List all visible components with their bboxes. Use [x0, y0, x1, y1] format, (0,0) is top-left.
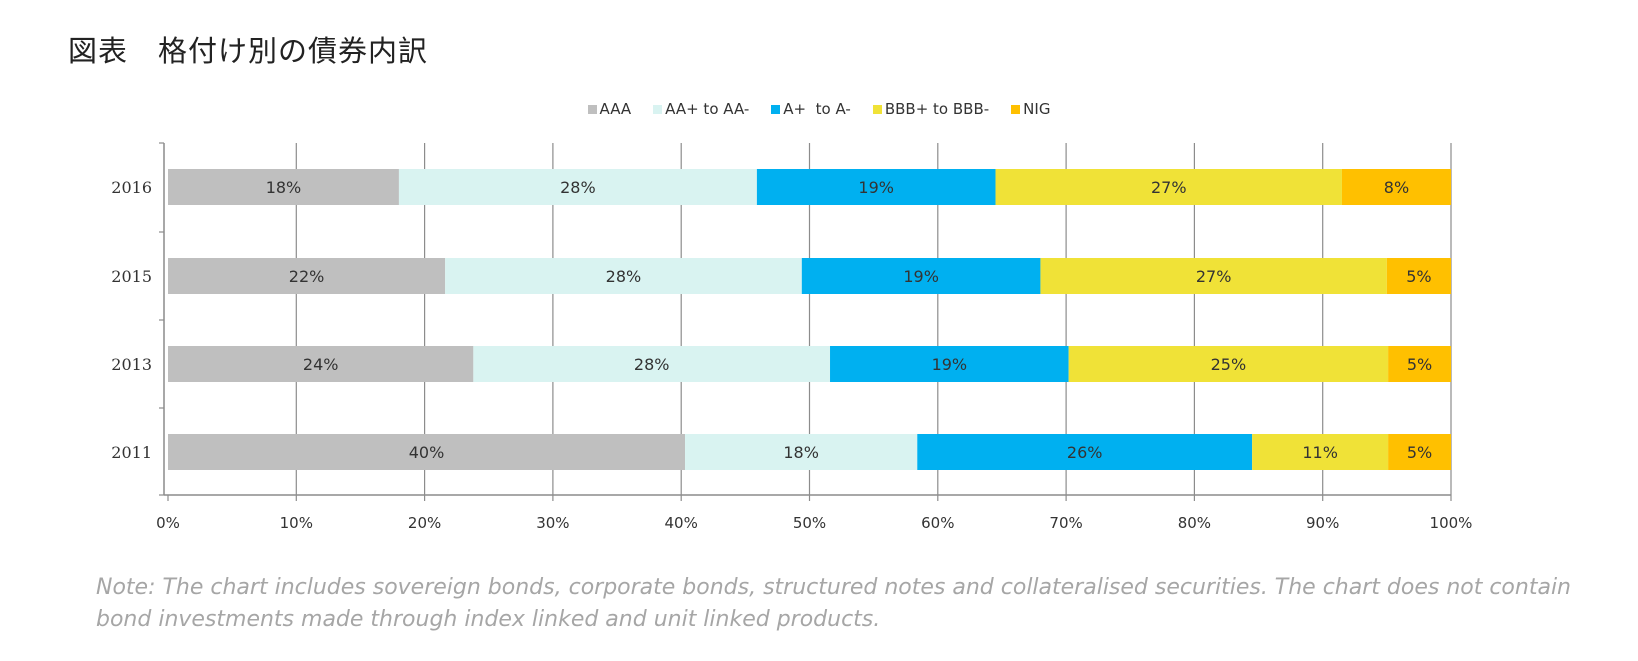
bar-segment-aa-to-aa	[398, 169, 757, 205]
bar-segment-aaa	[168, 169, 399, 205]
data-label: 22%	[289, 267, 325, 286]
bar-segment-a-to-a	[801, 258, 1041, 294]
bar-segment-aaa	[168, 346, 474, 382]
chart-title: 図表 格付け別の債券内訳	[68, 34, 429, 68]
bar-segment-bbb-to-bbb	[995, 169, 1342, 205]
chart-legend: AAA AA+ to AA- A+ to A- BBB+ to BBB- NIG	[0, 100, 1638, 118]
legend-swatch	[1011, 104, 1021, 114]
legend-item: AA+ to AA-	[653, 100, 749, 118]
x-tick-label: 40%	[665, 514, 698, 532]
legend-item: A+ to A-	[771, 100, 851, 118]
bar-segment-aa-to-aa	[445, 258, 802, 294]
bar-segment-bbb-to-bbb	[1068, 346, 1389, 382]
bar-segment-bbb-to-bbb	[1252, 434, 1389, 470]
data-label: 19%	[858, 178, 894, 197]
chart-note: Note: The chart includes sovereign bonds…	[96, 575, 1571, 632]
bar-segment-a-to-a	[917, 434, 1253, 470]
data-label: 19%	[903, 267, 939, 286]
bar-segment-aa-to-aa	[473, 346, 831, 382]
data-label: 40%	[409, 443, 445, 462]
data-label: 5%	[1407, 355, 1432, 374]
data-label: 28%	[560, 178, 596, 197]
data-label: 5%	[1407, 443, 1432, 462]
legend-item: NIG	[1011, 100, 1050, 118]
legend-swatch	[872, 104, 882, 114]
y-category-label: 2016	[111, 178, 152, 197]
bar-segment-a-to-a	[830, 346, 1069, 382]
legend-swatch	[771, 104, 781, 114]
legend-item: AAA	[587, 100, 632, 118]
legend-item: BBB+ to BBB-	[872, 100, 990, 118]
x-tick-label: 100%	[1430, 514, 1473, 532]
data-label: 27%	[1196, 267, 1232, 286]
legend-label: AAA	[599, 100, 632, 118]
data-label: 26%	[1067, 443, 1103, 462]
bar-segment-aaa	[168, 434, 686, 470]
x-tick-label: 20%	[408, 514, 441, 532]
data-label: 5%	[1406, 267, 1431, 286]
legend-swatch	[653, 104, 663, 114]
data-label: 8%	[1384, 178, 1409, 197]
x-tick-label: 10%	[280, 514, 313, 532]
bar-segment-nig	[1388, 346, 1451, 382]
x-tick-label: 80%	[1178, 514, 1211, 532]
legend-label: NIG	[1023, 100, 1051, 118]
legend-label: AA+ to AA-	[665, 100, 750, 118]
y-category-label: 2013	[111, 355, 152, 374]
x-tick-label: 0%	[156, 514, 180, 532]
bar-segment-nig	[1388, 434, 1451, 470]
bar-segment-nig	[1341, 169, 1451, 205]
data-label: 19%	[932, 355, 968, 374]
x-tick-label: 60%	[921, 514, 954, 532]
data-label: 24%	[303, 355, 339, 374]
legend-label: A+ to A-	[783, 100, 851, 118]
x-tick-label: 70%	[1049, 514, 1082, 532]
data-label: 28%	[606, 267, 642, 286]
bar-segment-nig	[1386, 258, 1451, 294]
legend-label: BBB+ to BBB-	[884, 100, 990, 118]
bar-segment-aaa	[168, 258, 446, 294]
bar-segment-bbb-to-bbb	[1040, 258, 1387, 294]
data-label: 11%	[1302, 443, 1338, 462]
data-label: 27%	[1151, 178, 1187, 197]
bar-segment-a-to-a	[756, 169, 996, 205]
data-label: 18%	[266, 178, 302, 197]
legend-swatch	[587, 104, 597, 114]
data-label: 25%	[1211, 355, 1247, 374]
bar-segment-aa-to-aa	[685, 434, 918, 470]
data-label: 28%	[634, 355, 670, 374]
data-label: 18%	[783, 443, 819, 462]
y-category-label: 2011	[111, 443, 152, 462]
x-tick-label: 90%	[1306, 514, 1339, 532]
x-tick-label: 50%	[793, 514, 826, 532]
x-tick-label: 30%	[536, 514, 569, 532]
y-category-label: 2015	[111, 267, 152, 286]
